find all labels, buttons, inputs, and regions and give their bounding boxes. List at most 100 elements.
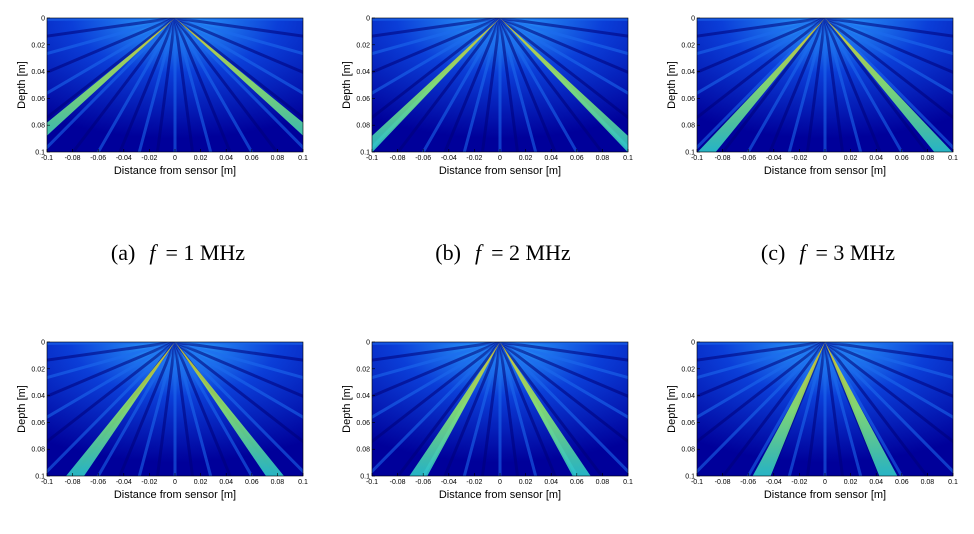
caption-label: (c) — [761, 240, 785, 265]
x-tick-label: -0.1 — [691, 479, 703, 486]
main-lobe — [372, 18, 500, 152]
main-lobe — [175, 18, 303, 136]
y-axis-label: Depth [m] — [341, 61, 353, 109]
x-tick-label: 0.04 — [544, 155, 558, 162]
x-tick-label: 0.02 — [519, 155, 533, 162]
lobe — [823, 18, 904, 152]
x-tick-label: -0.1 — [366, 479, 378, 486]
y-tick-label: 0.02 — [681, 42, 695, 49]
x-tick-label: 0 — [823, 479, 827, 486]
y-tick-label: 0 — [41, 16, 45, 23]
x-tick-label: -0.02 — [466, 155, 482, 162]
x-axis-label: Distance from sensor [m] — [114, 165, 236, 177]
lobe — [173, 18, 279, 152]
lobe — [47, 342, 176, 419]
x-tick-label: -0.04 — [441, 479, 457, 486]
lobe — [697, 342, 827, 474]
main-lobe — [175, 342, 284, 476]
lobe — [697, 18, 826, 56]
lobe — [480, 18, 502, 152]
x-tick-label: -0.02 — [141, 479, 157, 486]
lobe — [47, 18, 176, 56]
panel: -0.1 -0.08 -0.06 -0.04 -0.02 0 0.02 0.04 0.06 0.0… — [341, 16, 633, 266]
lobe — [174, 18, 303, 74]
x-tick-label: -0.02 — [791, 155, 807, 162]
x-tick-label: -0.04 — [116, 479, 132, 486]
x-tick-label: 0 — [498, 479, 502, 486]
x-tick-label: 0.02 — [844, 155, 858, 162]
y-tick-label: 0.06 — [356, 96, 370, 103]
lobe — [96, 18, 177, 152]
panel: -0.1 -0.08 -0.06 -0.04 -0.02 0 0.02 0.04 0.06 0.0… — [666, 16, 958, 266]
lobe — [823, 18, 929, 152]
lobe — [498, 18, 604, 152]
y-tick-label: 0.1 — [360, 474, 370, 481]
lobe — [824, 342, 953, 444]
x-tick-label: 0.08 — [921, 479, 935, 486]
lobe — [174, 342, 303, 380]
x-tick-label: 0.02 — [194, 479, 208, 486]
x-tick-label: 0.02 — [194, 155, 208, 162]
x-tick-label: 0.1 — [948, 479, 958, 486]
x-tick-label: 0.06 — [570, 479, 584, 486]
x-tick-label: -0.1 — [366, 155, 378, 162]
main-lobe — [825, 342, 898, 476]
lobe — [47, 18, 176, 95]
lobe — [823, 18, 953, 150]
lobe — [697, 18, 826, 95]
x-tick-label: 0.08 — [596, 155, 610, 162]
x-tick-label: -0.02 — [466, 479, 482, 486]
lobe — [498, 342, 628, 474]
lobe — [372, 342, 501, 444]
caption-text: = 1 MHz — [165, 240, 245, 265]
caption-text: = 2 MHz — [491, 240, 571, 265]
lobe — [746, 18, 827, 152]
lobe — [372, 18, 501, 56]
x-tick-label: 0.04 — [544, 479, 558, 486]
field — [372, 18, 628, 152]
y-tick-label: 0.1 — [360, 150, 370, 157]
y-tick-label: 0.06 — [31, 96, 45, 103]
y-axis-label: Depth [m] — [341, 385, 353, 433]
y-tick-label: 0.08 — [31, 123, 45, 130]
y-tick-label: 0.04 — [681, 393, 695, 400]
lobe — [499, 18, 628, 56]
main-lobe — [500, 18, 628, 152]
caption-symbol: f — [475, 240, 484, 265]
y-tick-label: 0.08 — [681, 447, 695, 454]
x-axis-label: Distance from sensor [m] — [114, 489, 236, 501]
caption-symbol: f — [799, 240, 808, 265]
lobe — [824, 18, 953, 95]
x-tick-label: 0.08 — [596, 479, 610, 486]
lobe — [499, 18, 628, 95]
x-tick-label: 0 — [498, 155, 502, 162]
lobe — [824, 342, 953, 419]
x-tick-label: 0.04 — [869, 479, 883, 486]
x-tick-label: -0.02 — [141, 155, 157, 162]
lobe — [47, 18, 176, 74]
x-tick-label: -0.04 — [116, 155, 132, 162]
y-axis-label: Depth [m] — [666, 385, 678, 433]
lobe — [697, 342, 826, 398]
main-lobe — [697, 18, 825, 152]
y-tick-label: 0.02 — [31, 42, 45, 49]
y-tick-label: 0.08 — [681, 123, 695, 130]
lobe — [372, 18, 501, 74]
lobe — [721, 18, 827, 152]
x-tick-label: -0.1 — [41, 479, 53, 486]
x-tick-label: 0.04 — [869, 155, 883, 162]
lobe — [174, 342, 303, 398]
y-tick-label: 0.1 — [685, 474, 695, 481]
lobe — [137, 18, 177, 152]
x-axis-label: Distance from sensor [m] — [764, 165, 886, 177]
x-tick-label: -0.04 — [766, 155, 782, 162]
x-axis-label: Distance from sensor [m] — [439, 489, 561, 501]
lobe — [697, 18, 827, 150]
lobe — [174, 18, 303, 95]
x-tick-label: -0.04 — [766, 479, 782, 486]
panel: -0.1 -0.08 -0.06 -0.04 -0.02 0 0.02 0.04 0.06 0.0… — [16, 340, 308, 502]
y-tick-label: 0.04 — [356, 69, 370, 76]
lobe — [47, 18, 177, 150]
main-lobe — [66, 342, 175, 476]
lobe — [824, 18, 953, 56]
